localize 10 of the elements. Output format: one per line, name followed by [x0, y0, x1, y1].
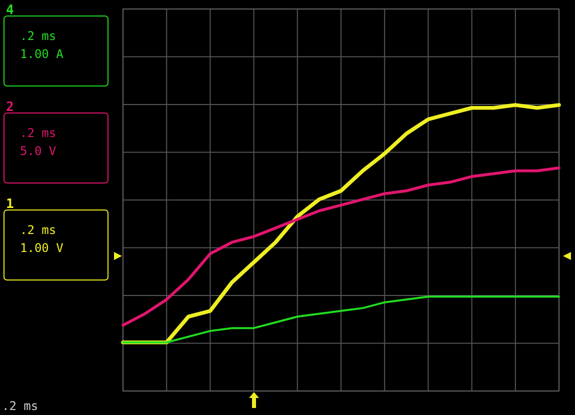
text: 5.0 V — [20, 144, 56, 158]
text: 1.00 A — [20, 47, 64, 61]
text: 1.00 V — [20, 241, 64, 255]
text: .2 ms — [20, 126, 56, 140]
text: .2 ms — [20, 29, 56, 43]
text: 2 — [6, 100, 14, 115]
text: .2 ms — [20, 223, 56, 237]
text: 1 — [6, 197, 14, 212]
text: 4 — [6, 3, 14, 18]
text: .2 ms — [2, 399, 38, 413]
